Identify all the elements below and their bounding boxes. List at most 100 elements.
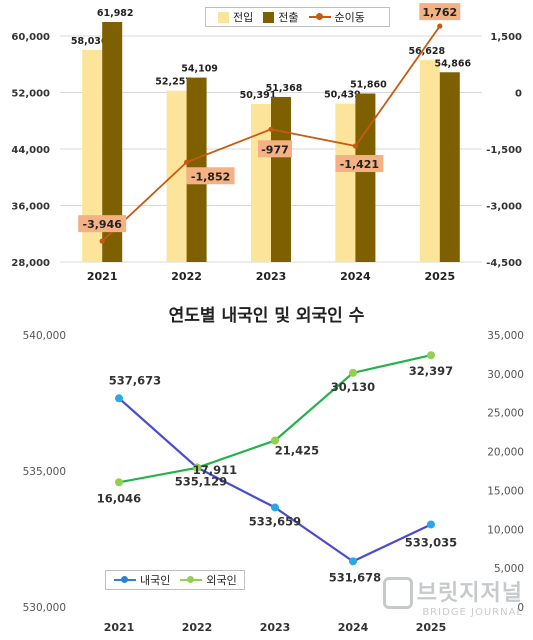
foreign-value-label: 30,130 [331,380,375,394]
bottom-chart-legend: 내국인 외국인 [105,570,245,590]
net-migration-value-label: -1,852 [191,170,230,183]
watermark-subtext: BRIDGE JOURNAL [422,607,523,618]
legend-label-foreign: 외국인 [206,574,237,587]
net-migration-value-label: -3,946 [83,218,123,231]
domestic-value-label: 537,673 [109,373,161,387]
domestic-value-label: 533,659 [249,514,301,528]
bar-value-label-inflow: 58,036 [71,36,108,47]
bar-inflow [419,59,440,262]
domestic-line [118,397,432,563]
domestic-point [427,520,435,529]
net-migration-point [184,159,190,165]
domestic-point [115,394,123,403]
domestic-point [349,557,357,566]
bar-value-label-inflow: 52,257 [155,77,192,88]
top-x-tick-label: 2023 [256,270,287,283]
foreign-point [427,351,435,360]
bottom-x-tick-label: 2024 [338,621,369,634]
bottom-left-tick-label: 530,000 [23,602,66,614]
bottom-right-tick-label: 15,000 [487,485,524,497]
top-right-tick-label: -4,500 [486,258,522,269]
bar-inflow [335,103,356,262]
bottom-right-tick-label: 35,000 [487,330,524,342]
bar-inflow [82,49,103,262]
bar-value-label-outflow: 51,860 [350,79,387,90]
top-x-tick-label: 2021 [87,270,118,283]
legend-item-outflow: 전출 [263,9,299,25]
bottom-right-tick-label: 25,000 [487,408,524,420]
top-left-tick-label: 60,000 [11,32,50,43]
bottom-right-tick-label: 20,000 [487,447,524,459]
bottom-right-tick-label: 30,000 [487,369,524,381]
legend-label-net: 순이동 [334,11,365,24]
legend-item-foreign: 외국인 [180,572,237,588]
top-right-tick-label: -3,000 [486,202,522,213]
domestic-value-label: 535,129 [175,474,227,488]
top-left-tick-label: 36,000 [11,202,50,213]
bottom-chart-title: 연도별 내국인 및 외국인 수 [168,306,365,326]
net-migration-value-label: -977 [261,143,289,156]
foreign-line [118,354,432,484]
foreign-point [193,463,201,472]
net-migration-label-box [419,3,461,21]
legend-swatch-outflow [263,11,275,23]
bar-value-label-outflow: 61,982 [97,8,134,19]
legend-swatch-net [308,11,331,23]
bar-inflow [166,90,187,262]
legend-item-inflow: 전입 [218,9,253,25]
bottom-x-tick-label: 2021 [104,621,135,634]
net-migration-point [268,126,274,132]
legend-swatch-inflow [218,11,229,23]
bottom-right-tick-label: 0 [517,602,524,614]
top-left-tick-label: 44,000 [11,145,50,156]
bottom-left-tick-label: 535,000 [23,466,66,478]
foreign-point [271,436,279,445]
legend-label-inflow: 전입 [233,11,254,24]
bar-value-label-inflow: 50,391 [240,90,277,101]
foreign-value-label: 21,425 [275,443,319,457]
bottom-x-tick-label: 2022 [182,621,213,634]
top-right-tick-label: 1,500 [490,32,522,43]
foreign-value-label: 17,911 [193,463,237,477]
bar-outflow [439,72,460,262]
bar-outflow [355,93,376,263]
net-migration-label-box [78,215,127,233]
top-x-tick-label: 2024 [340,270,371,283]
net-migration-value-label: 1,762 [422,6,457,19]
net-migration-value-label: -1,421 [340,158,379,171]
legend-item-net: 순이동 [308,9,365,25]
bar-value-label-inflow: 56,628 [408,46,445,57]
watermark-text: 브릿지저널 [416,581,523,606]
top-chart-legend: 전입 전출 순이동 [205,7,390,27]
foreign-point [349,368,357,377]
top-x-tick-label: 2025 [424,270,455,283]
net-migration-label-box [335,155,384,173]
net-migration-point [99,238,105,244]
domestic-point [271,503,279,512]
top-right-tick-label: 0 [515,89,522,100]
top-x-tick-label: 2022 [171,270,202,283]
bottom-left-tick-label: 540,000 [23,330,66,342]
bar-value-label-outflow: 54,866 [434,58,471,69]
top-right-tick-label: -1,500 [486,145,522,156]
domestic-value-label: 531,678 [329,570,381,584]
bar-value-label-outflow: 54,109 [181,64,218,75]
legend-swatch-foreign [180,574,203,586]
legend-item-domestic: 내국인 [114,572,170,588]
domestic-value-label: 533,035 [405,535,457,549]
net-migration-point [352,143,358,149]
foreign-point [115,478,123,487]
bottom-x-tick-label: 2023 [260,621,291,634]
legend-label-outflow: 전출 [278,11,299,24]
bar-outflow [102,22,123,263]
bar-value-label-inflow: 50,439 [324,90,361,101]
net-migration-label-box [186,167,235,185]
net-migration-label-box [258,140,292,158]
top-left-tick-label: 52,000 [11,89,50,100]
top-left-tick-label: 28,000 [11,258,50,269]
legend-swatch-domestic [114,574,136,586]
bar-value-label-outflow: 51,368 [266,83,303,94]
watermark-logo [382,577,413,609]
bar-outflow [271,96,291,262]
